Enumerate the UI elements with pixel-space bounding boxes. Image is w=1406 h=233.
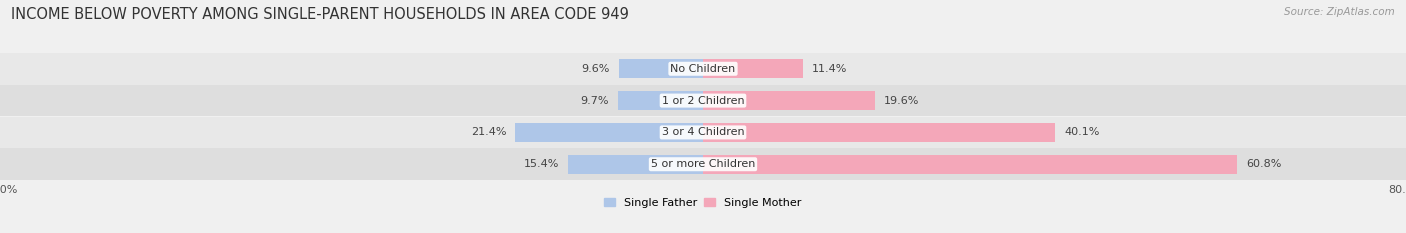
Text: No Children: No Children (671, 64, 735, 74)
Legend: Single Father, Single Mother: Single Father, Single Mother (605, 198, 801, 208)
Bar (0, 148, 1406, 180)
Bar (617, 91, 703, 110)
Text: 15.4%: 15.4% (523, 159, 560, 169)
Text: 40.1%: 40.1% (1064, 127, 1099, 137)
Bar (515, 123, 703, 142)
Text: 60.8%: 60.8% (1246, 159, 1281, 169)
Bar (568, 155, 703, 174)
Bar (703, 91, 875, 110)
Text: 19.6%: 19.6% (884, 96, 920, 106)
Text: 3 or 4 Children: 3 or 4 Children (662, 127, 744, 137)
Text: 9.6%: 9.6% (582, 64, 610, 74)
Bar (0, 116, 1406, 148)
Text: INCOME BELOW POVERTY AMONG SINGLE-PARENT HOUSEHOLDS IN AREA CODE 949: INCOME BELOW POVERTY AMONG SINGLE-PARENT… (11, 7, 628, 22)
Text: 1 or 2 Children: 1 or 2 Children (662, 96, 744, 106)
Bar (703, 155, 1237, 174)
Text: 21.4%: 21.4% (471, 127, 506, 137)
Text: 9.7%: 9.7% (581, 96, 609, 106)
Text: 5 or more Children: 5 or more Children (651, 159, 755, 169)
Text: 11.4%: 11.4% (813, 64, 848, 74)
Bar (619, 59, 703, 78)
Bar (703, 59, 803, 78)
Bar (0, 85, 1406, 116)
Bar (703, 123, 1056, 142)
Bar (0, 53, 1406, 85)
Text: Source: ZipAtlas.com: Source: ZipAtlas.com (1284, 7, 1395, 17)
